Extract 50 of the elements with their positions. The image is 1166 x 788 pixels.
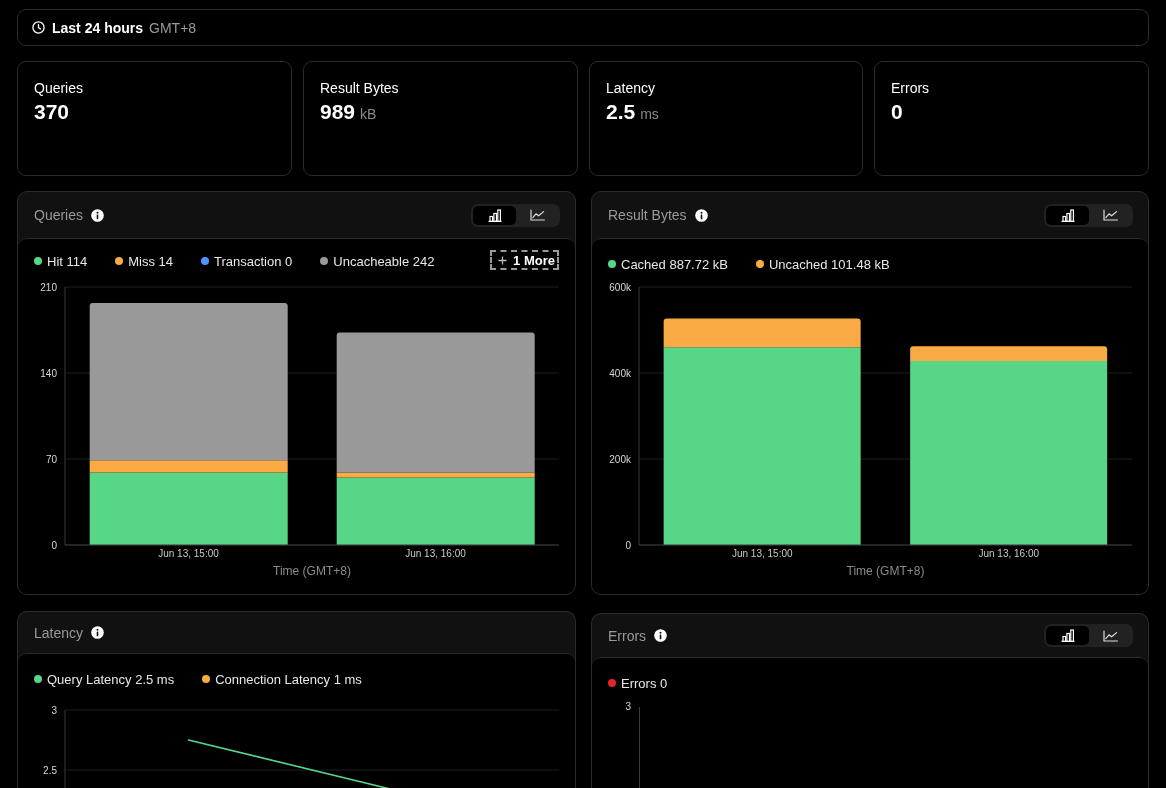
legend-label: Connection Latency 1 ms: [215, 671, 362, 687]
text: Last 24 hours: [52, 19, 144, 36]
text: Errors: [608, 627, 647, 644]
chart-title: Queries: [34, 207, 84, 223]
y-tick-label: 2.5: [43, 764, 58, 776]
text: Errors: [891, 80, 930, 96]
bar: [910, 346, 1108, 361]
text: Latency: [606, 80, 656, 96]
y-tick-label: 210: [40, 281, 58, 293]
text: 370: [34, 100, 70, 124]
y-tick-label: 0: [51, 539, 58, 551]
more-button: 1 More: [490, 250, 559, 270]
y-tick-label: 140: [40, 367, 58, 379]
x-tick-label: Jun 13, 16:00: [978, 548, 1040, 560]
y-tick-label: 200k: [609, 453, 632, 465]
x-axis-title: Time (GMT+8): [273, 564, 351, 578]
bar: [663, 347, 861, 545]
bar: [89, 472, 288, 545]
chart-title: Latency: [34, 624, 84, 641]
legend-label: Miss 14: [128, 253, 174, 269]
bar: [910, 360, 1108, 545]
text: kB: [360, 105, 377, 124]
legend-label: Query Latency 2.5 ms: [47, 671, 175, 687]
bar: [336, 477, 535, 545]
chart-title: Result Bytes: [608, 207, 687, 223]
legend-label: Cached 887.72 kB: [621, 256, 728, 272]
legend-label: Transaction 0: [214, 253, 293, 269]
x-tick-label: Jun 13, 15:00: [731, 548, 793, 560]
text: Queries: [34, 80, 84, 96]
text: ms: [640, 105, 659, 124]
y-tick-label: 0: [625, 539, 632, 551]
bar: [89, 460, 288, 473]
bar: [89, 302, 288, 461]
legend-label: Uncacheable 242: [333, 253, 435, 269]
text: 989: [320, 100, 356, 124]
legend-label: Errors 0: [621, 675, 668, 691]
bar: [663, 318, 861, 348]
text: Result Bytes: [320, 80, 399, 96]
y-tick-label: 400k: [609, 367, 632, 379]
x-tick-label: Jun 13, 16:00: [405, 548, 467, 560]
text: GMT+8: [149, 19, 197, 36]
y-tick-label: 3: [51, 704, 58, 716]
text: 0: [891, 100, 903, 124]
legend-label: Hit 114: [47, 253, 88, 269]
y-tick-label: 600k: [609, 281, 632, 293]
legend-label: Uncached 101.48 kB: [768, 256, 890, 272]
x-axis-title: Time (GMT+8): [846, 564, 925, 578]
x-tick-label: Jun 13, 15:00: [158, 548, 220, 560]
y-tick-label: 70: [45, 453, 58, 465]
bar: [336, 332, 535, 473]
